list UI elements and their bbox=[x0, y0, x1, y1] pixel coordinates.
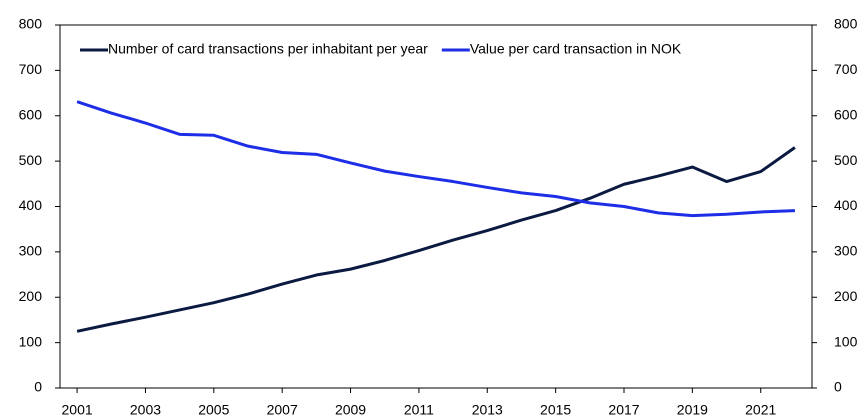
y-tick-label: 600 bbox=[19, 106, 43, 122]
y-tick-label: 400 bbox=[19, 197, 43, 213]
y-tick-label: 100 bbox=[19, 333, 43, 349]
y-tick-label: 500 bbox=[19, 152, 43, 168]
plot-frame bbox=[59, 24, 813, 389]
legend-label: Value per card transaction in NOK bbox=[470, 41, 682, 57]
y2-tick-label: 100 bbox=[834, 333, 858, 349]
y2-tick-label: 200 bbox=[834, 288, 858, 304]
y-tick-label: 800 bbox=[19, 16, 43, 32]
y2-tick-label: 700 bbox=[834, 61, 858, 77]
series-line bbox=[76, 146, 796, 333]
y2-tick-label: 400 bbox=[834, 197, 858, 213]
x-tick-label: 2015 bbox=[540, 402, 571, 418]
y2-tick-label: 500 bbox=[834, 152, 858, 168]
x-tick-label: 2007 bbox=[267, 402, 298, 418]
y-tick-label: 700 bbox=[19, 61, 43, 77]
legend-label: Number of card transactions per inhabita… bbox=[108, 41, 428, 57]
y-tick-label: 0 bbox=[34, 379, 42, 395]
series-line bbox=[76, 100, 795, 218]
x-tick-label: 2021 bbox=[745, 402, 776, 418]
x-tick-label: 2001 bbox=[62, 402, 93, 418]
y2-tick-label: 800 bbox=[834, 16, 858, 32]
x-tick-label: 2013 bbox=[472, 402, 503, 418]
x-tick-label: 2019 bbox=[677, 402, 708, 418]
y2-tick-label: 600 bbox=[834, 106, 858, 122]
y2-tick-label: 300 bbox=[834, 243, 858, 259]
x-tick-label: 2011 bbox=[404, 402, 434, 418]
y2-tick-label: 0 bbox=[834, 379, 842, 395]
x-tick-label: 2003 bbox=[130, 402, 161, 418]
x-tick-label: 2005 bbox=[198, 402, 229, 418]
y-tick-label: 300 bbox=[19, 243, 43, 259]
x-tick-label: 2009 bbox=[335, 402, 366, 418]
y-tick-label: 200 bbox=[19, 288, 43, 304]
x-tick-label: 2017 bbox=[608, 402, 639, 418]
